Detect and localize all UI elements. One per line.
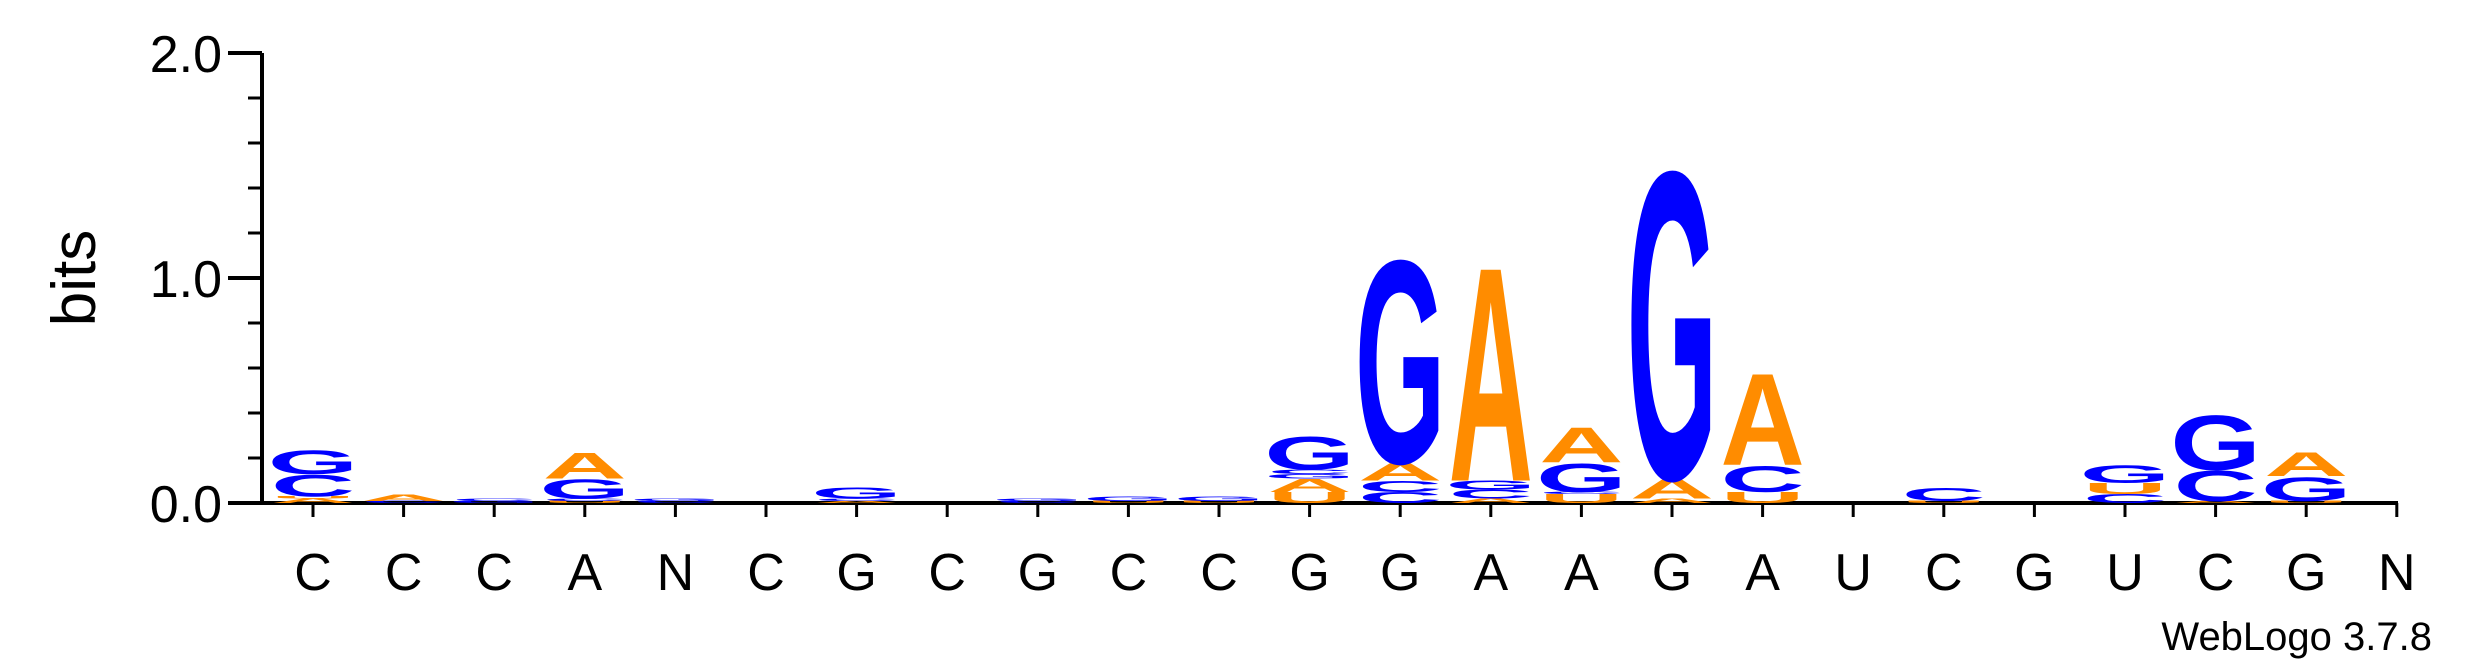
logo-letter-a: A xyxy=(543,445,627,487)
logo-letter-a: A xyxy=(1630,473,1714,504)
x-tick-label: N xyxy=(2378,544,2416,602)
logo-letter-g: G xyxy=(539,473,630,504)
logo-letter-a: A xyxy=(1630,497,1714,504)
x-tick-label: G xyxy=(1018,544,1058,602)
logo-letter-g: G xyxy=(1083,495,1174,502)
x-tick-label: N xyxy=(657,544,695,602)
logo-letter-g: G xyxy=(1355,200,1446,524)
logo-letter-u: U xyxy=(1177,500,1261,503)
x-tick-label: G xyxy=(2286,544,2326,602)
x-tick-label: C xyxy=(1110,544,1148,602)
x-tick-label: U xyxy=(2106,544,2144,602)
logo-letter-a: A xyxy=(814,500,898,503)
logo-letter-u: U xyxy=(1086,500,1170,503)
logo-letter-c: C xyxy=(1358,478,1442,495)
logo-letter-a: A xyxy=(2173,500,2257,503)
logo-letter-a: A xyxy=(1539,418,1623,474)
x-tick-label: C xyxy=(294,544,332,602)
logo-letter-a: A xyxy=(2264,445,2348,483)
logo-letter-c: C xyxy=(2173,461,2257,510)
logo-letter-c: C xyxy=(1539,491,1623,494)
logo-letter-g: G xyxy=(1264,473,1355,480)
logo-letter-g: G xyxy=(2170,399,2261,486)
x-tick-label: C xyxy=(747,544,785,602)
x-tick-label: C xyxy=(385,544,423,602)
weblogo-credit: WebLogo 3.7.8 xyxy=(2161,615,2432,659)
logo-letter-c: C xyxy=(361,500,445,503)
logo-letter-g: G xyxy=(2080,460,2171,488)
logo-letter-a: A xyxy=(1449,204,1533,546)
x-tick-label: G xyxy=(836,544,876,602)
logo-letter-c: C xyxy=(1902,484,1986,505)
x-tick-label: A xyxy=(1564,544,1599,602)
logo-letter-a: A xyxy=(1358,458,1442,486)
logo-letter-g: G xyxy=(1174,495,1265,502)
logo-letter-u: U xyxy=(2083,480,2167,497)
logo-letter-c: C xyxy=(2083,492,2167,506)
logo-letter-g: G xyxy=(811,484,902,501)
logo-letter-u: U xyxy=(1720,489,1804,506)
logo-letter-u: U xyxy=(1267,489,1351,506)
x-tick-label: C xyxy=(1200,544,1238,602)
x-tick-label: G xyxy=(1652,544,1692,602)
logo-letter-c: C xyxy=(543,498,627,501)
logo-letter-c: C xyxy=(814,498,898,501)
logo-letter-g: G xyxy=(1264,427,1355,479)
logo-letter-g: G xyxy=(268,443,359,481)
logo-letter-c: C xyxy=(271,468,355,503)
logo-letter-a: A xyxy=(271,497,355,504)
logo-letter-a: A xyxy=(1449,497,1533,504)
logo-letter-u: U xyxy=(543,500,627,503)
logo-letter-g: G xyxy=(2261,470,2352,508)
y-tick-label: 0.0 xyxy=(150,476,222,534)
y-tick-label: 2.0 xyxy=(150,26,222,84)
x-tick-label: U xyxy=(1834,544,1872,602)
y-axis-title: bits xyxy=(40,230,109,326)
x-tick-label: G xyxy=(1380,544,1420,602)
x-tick-label: A xyxy=(567,544,602,602)
logo-letter-g: G xyxy=(1536,455,1627,501)
logo-letter-c: C xyxy=(452,498,536,501)
logo-letter-a: A xyxy=(1267,475,1351,496)
logo-letter-c: C xyxy=(1358,489,1442,506)
logo-letter-u: U xyxy=(271,496,355,499)
logo-letter-u: U xyxy=(1902,500,1986,503)
logo-letter-c: C xyxy=(1449,487,1533,501)
x-tick-label: G xyxy=(1289,544,1329,602)
x-tick-label: A xyxy=(1745,544,1780,602)
logo-letter-c: C xyxy=(633,500,717,503)
logo-letter-g: G xyxy=(992,498,1083,501)
logo-letter-u: U xyxy=(2264,500,2348,503)
x-tick-label: G xyxy=(2014,544,2054,602)
x-tick-label: C xyxy=(928,544,966,602)
logo-letter-g: G xyxy=(1445,478,1536,492)
x-tick-label: A xyxy=(1473,544,1508,602)
logo-letter-g: G xyxy=(449,500,540,503)
y-ticks: 0.0 1.0 2.0 xyxy=(150,26,262,534)
logo-letter-g: G xyxy=(630,498,721,501)
logo-letter-g: G xyxy=(1627,80,1718,572)
logo-letter-a: A xyxy=(1720,347,1804,493)
x-tick-label: C xyxy=(1925,544,1963,602)
logo-letter-c: C xyxy=(1720,458,1804,500)
x-tick-label: C xyxy=(475,544,513,602)
y-tick-label: 1.0 xyxy=(150,251,222,309)
x-tick-label: C xyxy=(2197,544,2235,602)
logo-letter-c: C xyxy=(996,500,1080,503)
logo-letter-u: U xyxy=(1539,492,1623,506)
logo-letter-a: A xyxy=(361,492,445,503)
logo-letter-c: C xyxy=(1267,468,1351,475)
